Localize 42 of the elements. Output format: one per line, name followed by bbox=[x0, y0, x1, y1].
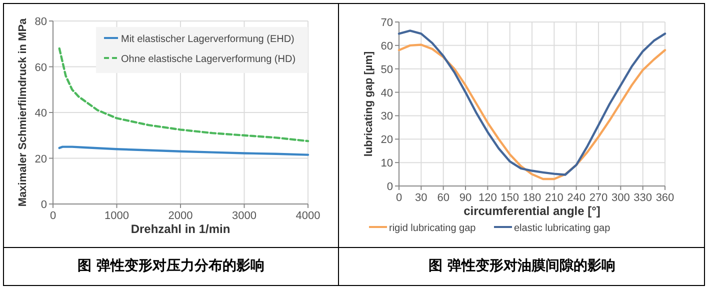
x-tick-label: 0 bbox=[50, 210, 56, 222]
legend-label: rigid lubricating gap bbox=[389, 223, 476, 234]
x-axis-title: Drehzahl in 1/min bbox=[130, 222, 230, 236]
x-axis-title: circumferential angle [°] bbox=[464, 204, 600, 218]
x-tick-label: 4000 bbox=[296, 210, 320, 222]
x-tick-label: 270 bbox=[589, 192, 608, 204]
legend-label: Mit elastischer Lagerverformung (EHD) bbox=[121, 34, 294, 45]
x-tick-label: 330 bbox=[634, 192, 652, 204]
y-axis-title: lubricating gap [µm] bbox=[363, 50, 375, 157]
x-tick-label: 1000 bbox=[104, 210, 129, 222]
x-tick-label: 180 bbox=[522, 192, 542, 204]
x-tick-label: 2000 bbox=[168, 210, 193, 222]
x-tick-label: 0 bbox=[396, 192, 402, 204]
legend-label: Ohne elastische Lagerverformung (HD) bbox=[121, 54, 296, 65]
y-tick-label: 60 bbox=[380, 40, 393, 52]
x-tick-label: 90 bbox=[459, 192, 472, 204]
x-tick-label: 120 bbox=[478, 192, 497, 204]
x-tick-label: 150 bbox=[500, 192, 520, 204]
x-tick-label: 360 bbox=[656, 192, 674, 204]
line-series bbox=[58, 146, 310, 156]
y-tick-label: 20 bbox=[380, 134, 393, 146]
y-tick-label: 10 bbox=[380, 158, 393, 170]
x-tick-label: 210 bbox=[544, 192, 564, 204]
legend-label: elastic lubricating gap bbox=[514, 223, 611, 234]
x-tick-label: 30 bbox=[415, 192, 428, 204]
line-series bbox=[58, 47, 310, 142]
text: 图 弹性变形对油膜间隙的影响 bbox=[428, 257, 616, 275]
y-tick-label: 80 bbox=[34, 16, 47, 28]
y-tick-label: 40 bbox=[34, 108, 47, 120]
x-tick-label: 3000 bbox=[232, 210, 256, 222]
y-tick-label: 60 bbox=[34, 62, 47, 74]
x-tick-label: 60 bbox=[437, 192, 450, 204]
x-tick-label: 240 bbox=[567, 192, 586, 204]
x-tick-label: 300 bbox=[611, 192, 630, 204]
y-tick-label: 0 bbox=[386, 181, 393, 193]
y-tick-label: 30 bbox=[380, 110, 393, 123]
y-axis-title: Maximaler Schmierfilmdruck in MPa bbox=[17, 17, 29, 207]
y-tick-label: 70 bbox=[380, 17, 393, 29]
y-tick-label: 20 bbox=[34, 153, 47, 166]
text: 图 弹性变形对压力分布的影响 bbox=[76, 257, 266, 275]
y-tick-label: 40 bbox=[380, 87, 393, 100]
y-tick-label: 50 bbox=[380, 64, 393, 76]
